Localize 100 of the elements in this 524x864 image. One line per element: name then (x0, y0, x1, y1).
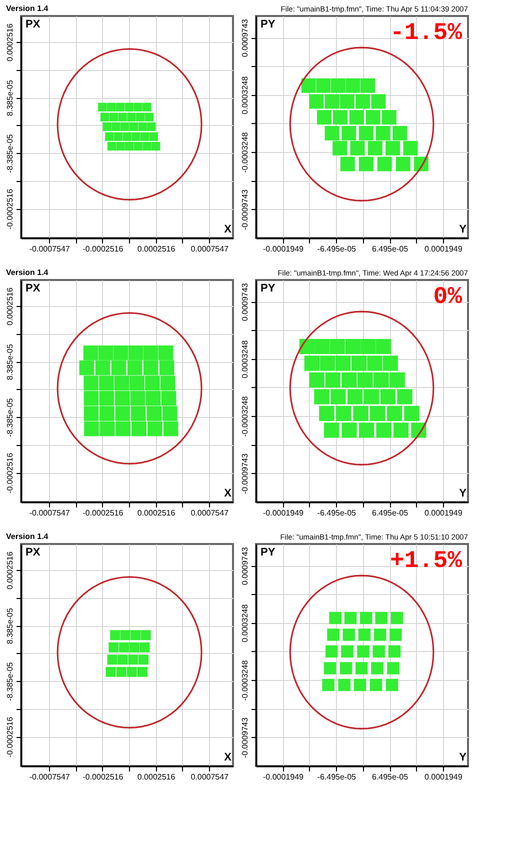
x-axis-title: Y (459, 752, 468, 764)
x-tick-label: -0.0001949 (263, 508, 304, 518)
point (355, 662, 368, 674)
point (98, 345, 114, 360)
point (322, 678, 334, 692)
point (320, 356, 336, 371)
point (100, 112, 110, 122)
point (376, 338, 391, 354)
point (130, 630, 141, 640)
point (358, 126, 374, 140)
annotation: +1.5% (390, 548, 463, 575)
point (142, 102, 152, 112)
point (360, 612, 372, 624)
point (358, 422, 374, 438)
annotation: 0% (433, 284, 463, 311)
point (341, 645, 354, 658)
point (368, 140, 382, 156)
point (301, 78, 316, 93)
point (116, 666, 126, 677)
x-tick-label: -0.0002516 (82, 244, 124, 254)
x-tick-label: 0.0007547 (190, 772, 230, 782)
point (137, 666, 148, 677)
point (149, 132, 158, 141)
point (98, 102, 107, 112)
y-tick-label: 0.0009743 (240, 18, 250, 58)
point (388, 645, 401, 658)
point (136, 112, 145, 122)
point (144, 112, 154, 122)
point (83, 345, 98, 360)
point (102, 122, 112, 131)
point (345, 338, 361, 354)
point (403, 140, 418, 156)
annotation: -1.5% (390, 20, 463, 47)
point (100, 406, 114, 421)
y-axis-title: PX (26, 18, 41, 30)
point (116, 421, 131, 436)
point (342, 372, 357, 388)
point (330, 78, 346, 93)
y-tick-label: -0.0009743 (240, 189, 250, 230)
point (112, 122, 120, 131)
point (349, 110, 364, 125)
point (375, 612, 388, 624)
y-tick-label: 0.0002516 (6, 287, 14, 326)
point (129, 122, 138, 131)
x-tick-label: 0.0001949 (424, 508, 463, 518)
chart-title: Version 1.4 (6, 532, 49, 541)
point (106, 102, 116, 112)
point (304, 356, 320, 371)
point (354, 678, 366, 692)
point (107, 142, 116, 151)
x-axis-title: X (224, 752, 232, 764)
x-axis-title: X (224, 488, 232, 500)
point (79, 360, 94, 376)
y-axis-title: PX (26, 282, 41, 294)
y-tick-label: 8.385e-05 (6, 343, 14, 380)
point (376, 422, 392, 438)
point (160, 376, 176, 390)
point (342, 126, 356, 140)
x-tick-label: 0.0002516 (137, 508, 176, 518)
point (119, 642, 130, 652)
point (158, 345, 174, 360)
x-axis-title: X (224, 224, 232, 236)
point (329, 612, 342, 624)
x-tick-label: -0.0002516 (82, 508, 124, 518)
point (387, 662, 400, 674)
point (316, 110, 332, 125)
point (146, 406, 162, 421)
point (366, 110, 380, 125)
y-tick-label: 0.0002516 (6, 551, 14, 590)
point (129, 642, 140, 652)
point (342, 628, 355, 641)
point (372, 645, 385, 658)
point (364, 389, 380, 404)
point (109, 112, 118, 122)
point (377, 156, 392, 172)
point (314, 338, 330, 354)
x-axis-title: Y (459, 488, 468, 500)
point (330, 389, 346, 404)
point (352, 356, 367, 371)
point (128, 345, 144, 360)
point (330, 338, 345, 354)
x-axis-title: Y (459, 224, 468, 236)
chart-title: Version 1.4 (6, 4, 49, 13)
point (309, 372, 324, 388)
point (346, 78, 360, 93)
point (84, 406, 99, 421)
point (338, 678, 350, 692)
point (314, 389, 330, 404)
point (143, 345, 158, 360)
point (332, 110, 348, 125)
chart-title: Version 1.4 (6, 268, 49, 277)
point (340, 662, 352, 674)
x-tick-label: -0.0002516 (82, 772, 124, 782)
point (360, 338, 376, 354)
point (132, 132, 140, 141)
point (382, 356, 398, 371)
x-tick-label: 0.0002516 (137, 244, 176, 254)
x-tick-label: -0.0007547 (29, 244, 70, 254)
point (309, 94, 324, 109)
point (120, 122, 130, 131)
